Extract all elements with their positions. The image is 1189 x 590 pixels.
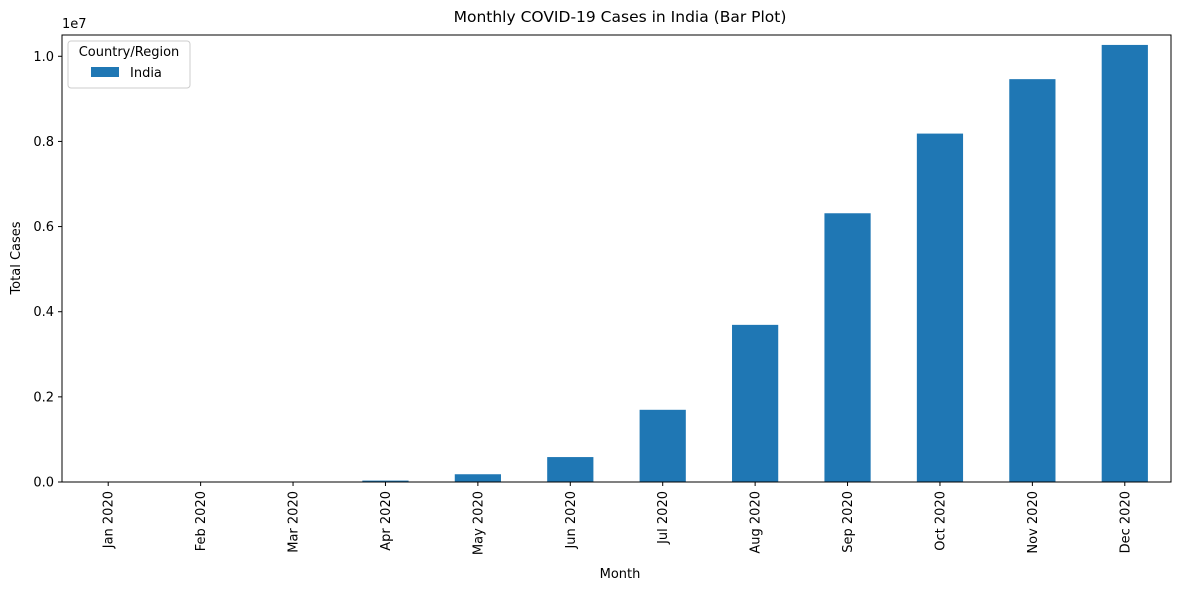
x-axis: Jan 2020 Feb 2020 Mar 2020 Apr 2020 May 2020… [102,482,1133,555]
legend-swatch-india [91,67,119,77]
bar-apr-2020 [362,480,409,482]
x-tick-label: May 2020 [471,491,486,555]
y-tick-label: 0.6 [33,220,54,235]
x-tick-label: Nov 2020 [1026,491,1041,554]
bars-group [269,44,1148,483]
bar-may-2020 [454,474,501,482]
plot-area-frame [61,34,1172,483]
bar-jun-2020 [547,457,594,482]
y-axis: 0.0 0.2 0.4 0.6 0.8 1.0 [33,50,62,491]
y-tick-label: 1.0 [33,50,54,65]
x-axis-label: Month [600,567,641,582]
legend-label-india: India [130,66,162,81]
bar-sep-2020 [824,213,871,482]
x-tick-label: Apr 2020 [379,491,394,551]
x-tick-label: Jan 2020 [102,491,117,549]
y-tick-label: 0.0 [33,476,54,491]
x-tick-label: Feb 2020 [194,491,209,551]
bar-jul-2020 [639,409,686,482]
y-tick-label: 0.4 [33,305,54,320]
x-tick-label: Mar 2020 [287,491,302,553]
y-axis-label: Total Cases [9,221,24,295]
bar-dec-2020 [1101,44,1148,483]
x-tick-label: Aug 2020 [749,491,764,554]
legend-title: Country/Region [79,45,180,60]
y-tick-label: 0.2 [33,390,54,405]
legend: Country/Region India [67,40,191,89]
x-tick-label: Oct 2020 [933,491,948,551]
bar-nov-2020 [1009,79,1056,483]
x-tick-label: Jun 2020 [564,491,579,550]
x-tick-label: Dec 2020 [1118,491,1133,553]
x-tick-label: Sep 2020 [841,491,856,553]
y-offset-label: 1e7 [62,17,87,32]
bar-aug-2020 [732,324,779,482]
y-tick-label: 0.8 [33,135,54,150]
chart-title: Monthly COVID-19 Cases in India (Bar Plo… [454,8,787,26]
x-tick-label: Jul 2020 [656,491,671,545]
bar-oct-2020 [916,133,964,482]
